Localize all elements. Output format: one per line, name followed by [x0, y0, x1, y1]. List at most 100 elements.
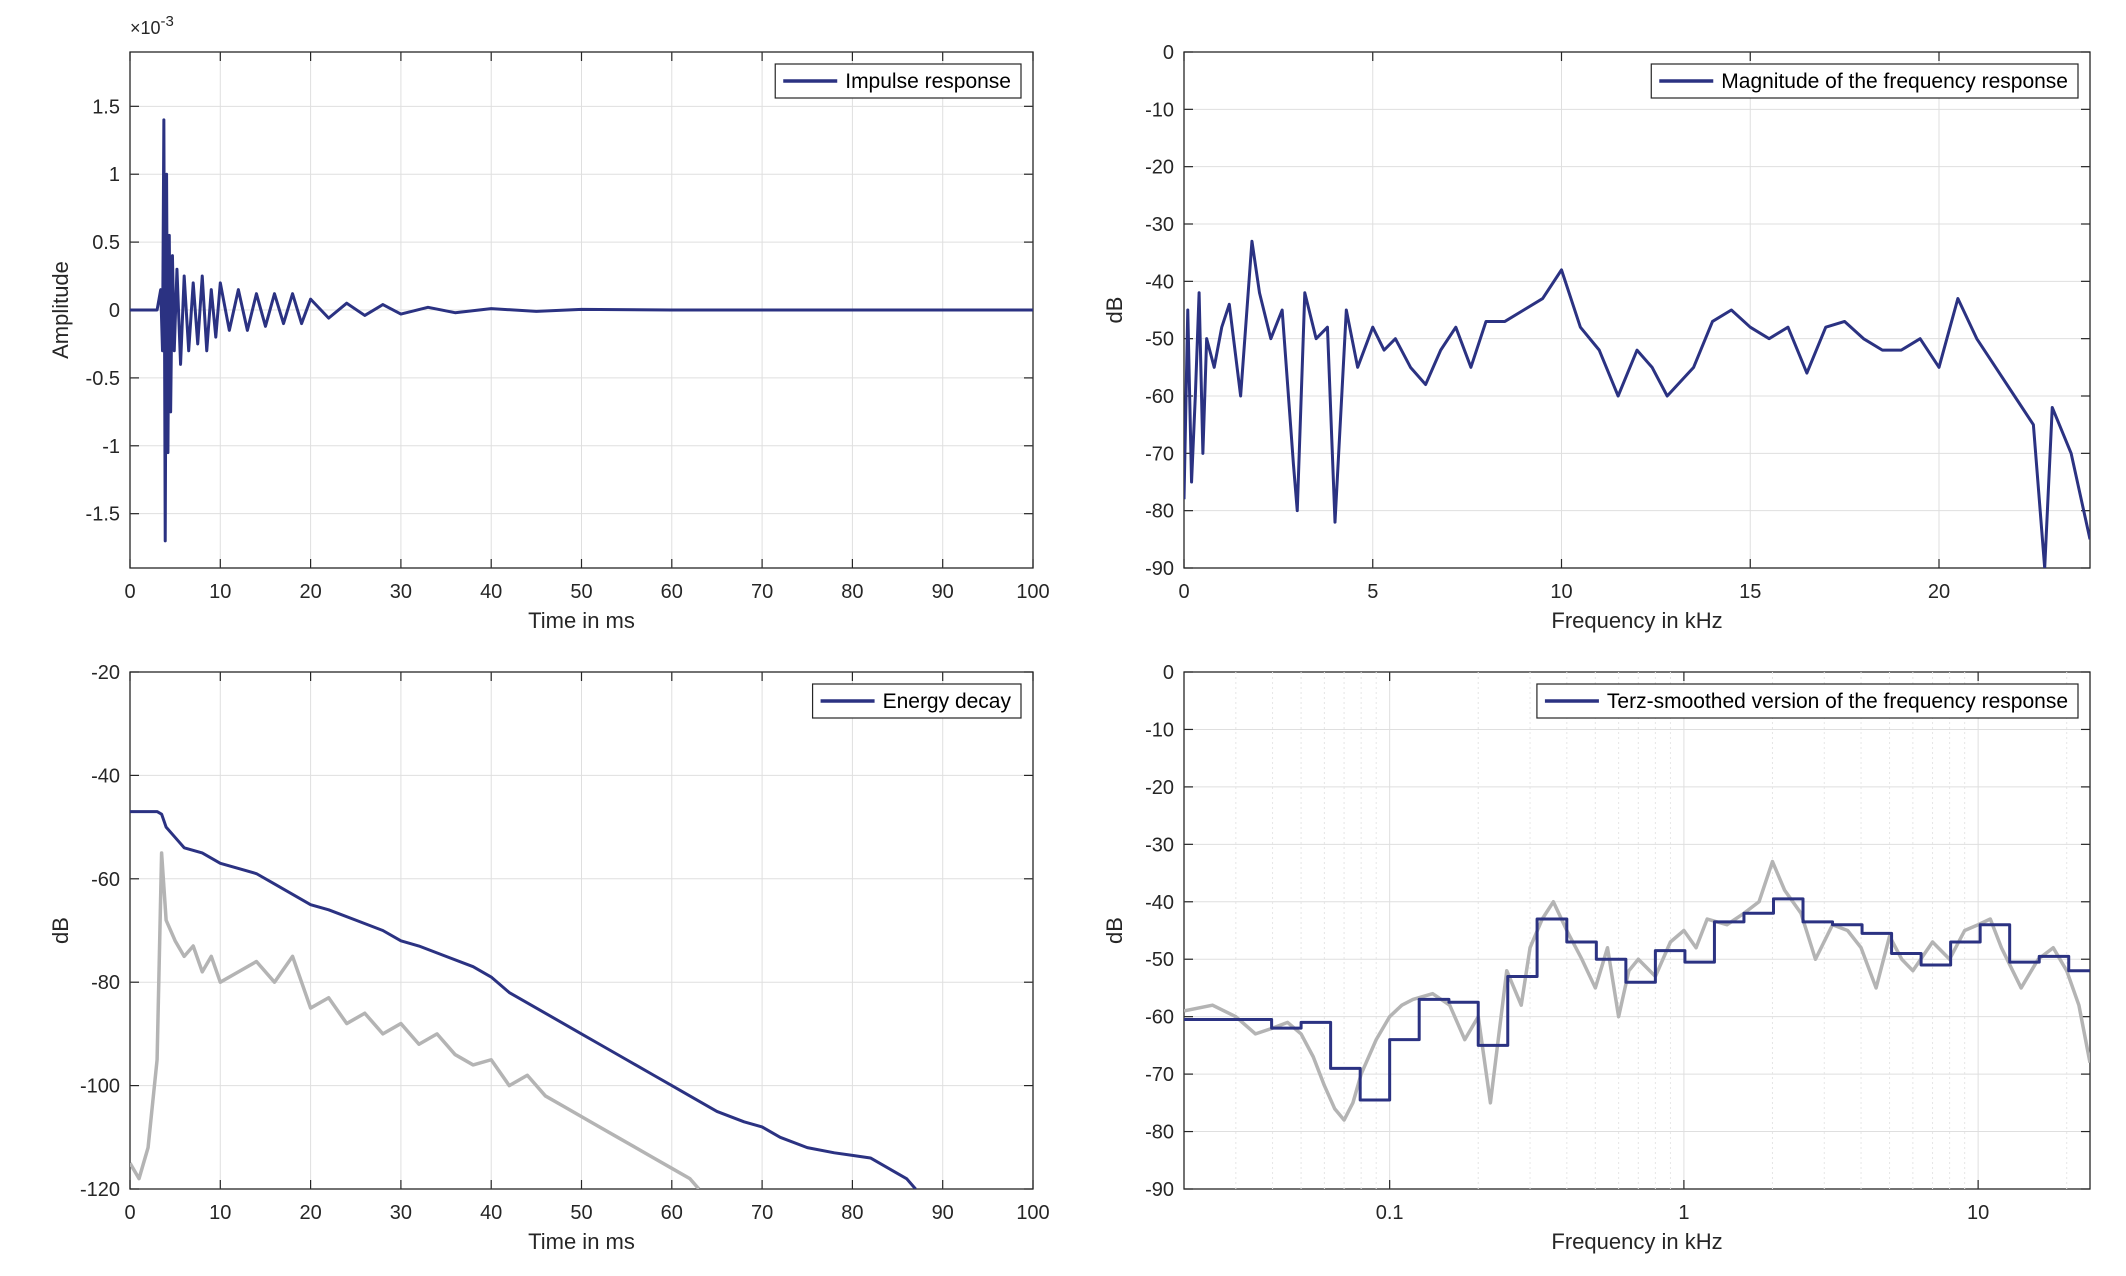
y-tick-label: -40	[91, 765, 120, 787]
y-axis: -1.5 -1 -0.5 0 0.5 1 1.5	[86, 96, 1033, 526]
series-group	[130, 810, 917, 1189]
y-tick-label: -1	[102, 436, 120, 458]
series-line-primary	[1184, 897, 2090, 1102]
x-tick-label: 15	[1739, 581, 1761, 603]
y-tick-label: -30	[1145, 834, 1174, 856]
y-axis-label: Amplitude	[48, 261, 73, 359]
y-tick-label: -40	[1145, 271, 1174, 293]
y-tick-label: -50	[1145, 949, 1174, 971]
x-tick-label: 10	[209, 1202, 231, 1224]
y-tick-label: -60	[1145, 1007, 1174, 1029]
x-tick-label: 50	[570, 581, 592, 603]
y-tick-label: 1.5	[92, 96, 120, 118]
y-axis: -20 -40 -60 -80 -100 -120	[80, 662, 1033, 1201]
y-tick-label: -20	[1145, 777, 1174, 799]
x-tick-label: 10	[209, 581, 231, 603]
x-tick-label: 50	[570, 1202, 592, 1224]
y-tick-label: -90	[1145, 558, 1174, 580]
y-tick-label: -90	[1145, 1179, 1174, 1201]
y-tick-label: 0.5	[92, 232, 120, 254]
x-tick-label: 20	[299, 581, 321, 603]
y-tick-label: -50	[1145, 329, 1174, 351]
y-tick-label: 0	[1163, 42, 1174, 64]
x-tick-label: 40	[480, 1202, 502, 1224]
x-tick-label: 0	[124, 1202, 135, 1224]
legend-box	[1650, 63, 2079, 99]
x-tick-label: 20	[1928, 581, 1950, 603]
y-tick-label: -1.5	[86, 504, 120, 526]
x-tick-label: 80	[841, 581, 863, 603]
y-axis-label: dB	[48, 917, 73, 944]
legend-entry: Terz-smoothed version of the frequency r…	[1607, 690, 2068, 713]
x-tick-label: 70	[751, 581, 773, 603]
x-tick-label: 70	[751, 1202, 773, 1224]
chart-terz: 0.1 1 10 0 -10 -20 -30 -40 -50 -60 -70 -80 -90 Freque…	[1102, 662, 2091, 1254]
legend: Impulse response	[774, 63, 1022, 99]
legend: Terz-smoothed version of the frequency r…	[1536, 683, 2079, 719]
x-axis-label: Frequency in kHz	[1551, 608, 1722, 633]
y-tick-label: -60	[91, 869, 120, 891]
y-tick-label: 1	[109, 164, 120, 186]
y-tick-label: -30	[1145, 214, 1174, 236]
y-tick-label: 0	[1163, 662, 1174, 684]
chart-decay: 0 10 20 30 40 50 60 70 80 90 100 -20 -40 -60 -80 -100 -1…	[48, 662, 1050, 1254]
x-tick-label: 100	[1016, 1202, 1049, 1224]
plot-area	[1183, 671, 2091, 1190]
x-tick-label: 20	[299, 1202, 321, 1224]
y-tick-label: -80	[1145, 501, 1174, 523]
y-tick-label: -10	[1145, 99, 1174, 121]
y-tick-label: -70	[1145, 1064, 1174, 1086]
series-line-primary	[1184, 239, 2090, 568]
x-tick-label: 0.1	[1376, 1202, 1404, 1224]
y-exponent-label: ×10-3	[130, 13, 174, 38]
x-tick-label: 40	[480, 581, 502, 603]
x-tick-label: 0	[1178, 581, 1189, 603]
x-tick-label: 60	[661, 581, 683, 603]
legend: Magnitude of the frequency response	[1650, 63, 2079, 99]
y-tick-label: -70	[1145, 443, 1174, 465]
x-axis-label: Time in ms	[528, 1229, 635, 1254]
series-line-primary	[130, 810, 917, 1189]
x-axis: 0 5 10 15 20	[1178, 52, 1950, 603]
legend-entry: Magnitude of the frequency response	[1721, 70, 2068, 93]
y-axis-label: dB	[1102, 917, 1127, 944]
legend-entry: Impulse response	[845, 70, 1011, 93]
x-tick-label: 90	[932, 581, 954, 603]
y-tick-label: -0.5	[86, 368, 120, 390]
y-axis-label: dB	[1102, 297, 1127, 324]
y-tick-label: -80	[1145, 1122, 1174, 1144]
chart-impulse: 0 10 20 30 40 50 60 70 80 90 100 -1.5 -1 -0.5 0 0.5 1 1.5…	[48, 13, 1050, 633]
x-axis-label: Time in ms	[528, 608, 635, 633]
x-axis: 0 10 20 30 40 50 60 70 80 90 100	[124, 672, 1050, 1224]
x-tick-label: 60	[661, 1202, 683, 1224]
legend: Energy decay	[811, 683, 1022, 719]
x-tick-label: 1	[1678, 1202, 1689, 1224]
y-tick-label: -20	[1145, 157, 1174, 179]
series-line-primary	[130, 118, 1033, 543]
x-tick-label: 80	[841, 1202, 863, 1224]
y-tick-label: -60	[1145, 386, 1174, 408]
x-tick-label: 30	[390, 1202, 412, 1224]
series-group	[130, 118, 1033, 543]
y-tick-label: -20	[91, 662, 120, 684]
x-tick-label: 100	[1016, 581, 1049, 603]
y-tick-label: -100	[80, 1076, 120, 1098]
x-tick-label: 90	[932, 1202, 954, 1224]
y-tick-label: -120	[80, 1179, 120, 1201]
x-tick-label: 30	[390, 581, 412, 603]
y-tick-label: -80	[91, 972, 120, 994]
series-group	[1184, 859, 2090, 1122]
legend-entry: Energy decay	[883, 690, 1012, 713]
y-axis: 0 -10 -20 -30 -40 -50 -60 -70 -80 -90	[1145, 662, 2090, 1201]
x-axis-label: Frequency in kHz	[1551, 1229, 1722, 1254]
y-tick-label: -10	[1145, 719, 1174, 741]
series-group	[1184, 239, 2090, 568]
series-line-secondary	[130, 851, 701, 1189]
x-tick-label: 10	[1967, 1202, 1989, 1224]
x-tick-label: 0	[124, 581, 135, 603]
minor-grid	[1235, 672, 2068, 1189]
y-tick-label: -40	[1145, 892, 1174, 914]
x-tick-label: 10	[1550, 581, 1572, 603]
chart-magnitude: 0 5 10 15 20 0 -10 -20 -30 -40 -50 -60 -70 -80 -90 Freq…	[1102, 42, 2091, 633]
